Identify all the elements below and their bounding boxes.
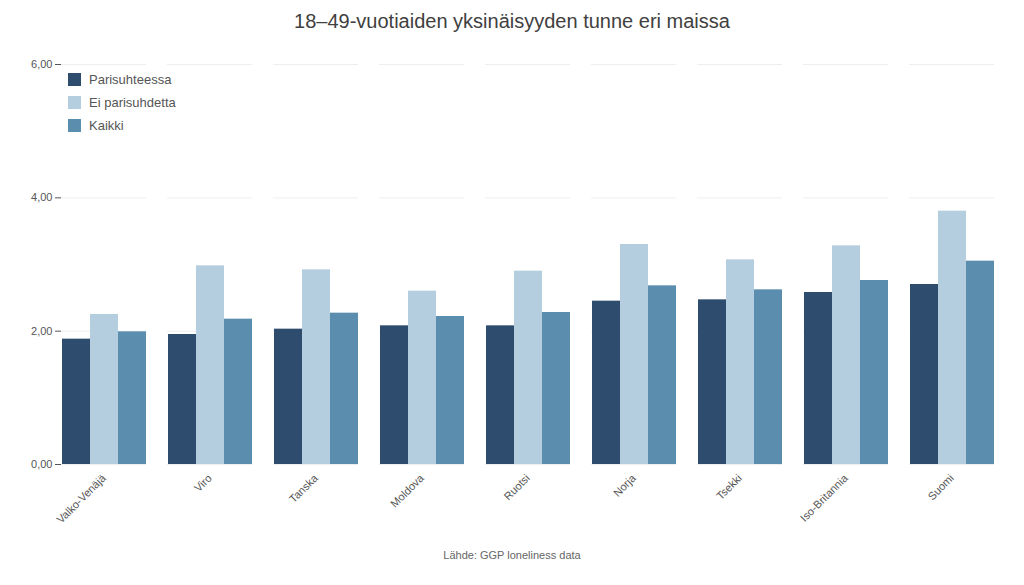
svg-text:Viro: Viro — [192, 472, 214, 494]
svg-text:Valko-Venäjä: Valko-Venäjä — [54, 471, 108, 525]
svg-text:Suomi: Suomi — [925, 472, 956, 503]
svg-text:0,00: 0,00 — [31, 458, 52, 470]
svg-text:2,00: 2,00 — [31, 325, 52, 337]
svg-text:4,00: 4,00 — [31, 191, 52, 203]
html-text:18–49-vuotiaiden yksinäisyyden: 18–49-vuotiaiden yksinäisyyden tunne eri… — [294, 10, 730, 32]
svg-text:Ruotsi: Ruotsi — [501, 472, 532, 503]
svg-text:Moldova: Moldova — [388, 471, 427, 510]
svg-text:Tsekki: Tsekki — [714, 472, 744, 502]
svg-text:Norja: Norja — [611, 471, 639, 499]
svg-text:6,00: 6,00 — [31, 58, 52, 70]
html-text:Kaikki: Kaikki — [89, 118, 124, 133]
html-text:Parisuhteessa: Parisuhteessa — [89, 72, 172, 87]
html-text:Lähde: GGP loneliness data: Lähde: GGP loneliness data — [443, 549, 581, 561]
svg-text:Tanska: Tanska — [287, 471, 321, 505]
svg-text:Iso-Britannia: Iso-Britannia — [798, 471, 851, 524]
html-text:Ei parisuhdetta: Ei parisuhdetta — [89, 95, 176, 110]
